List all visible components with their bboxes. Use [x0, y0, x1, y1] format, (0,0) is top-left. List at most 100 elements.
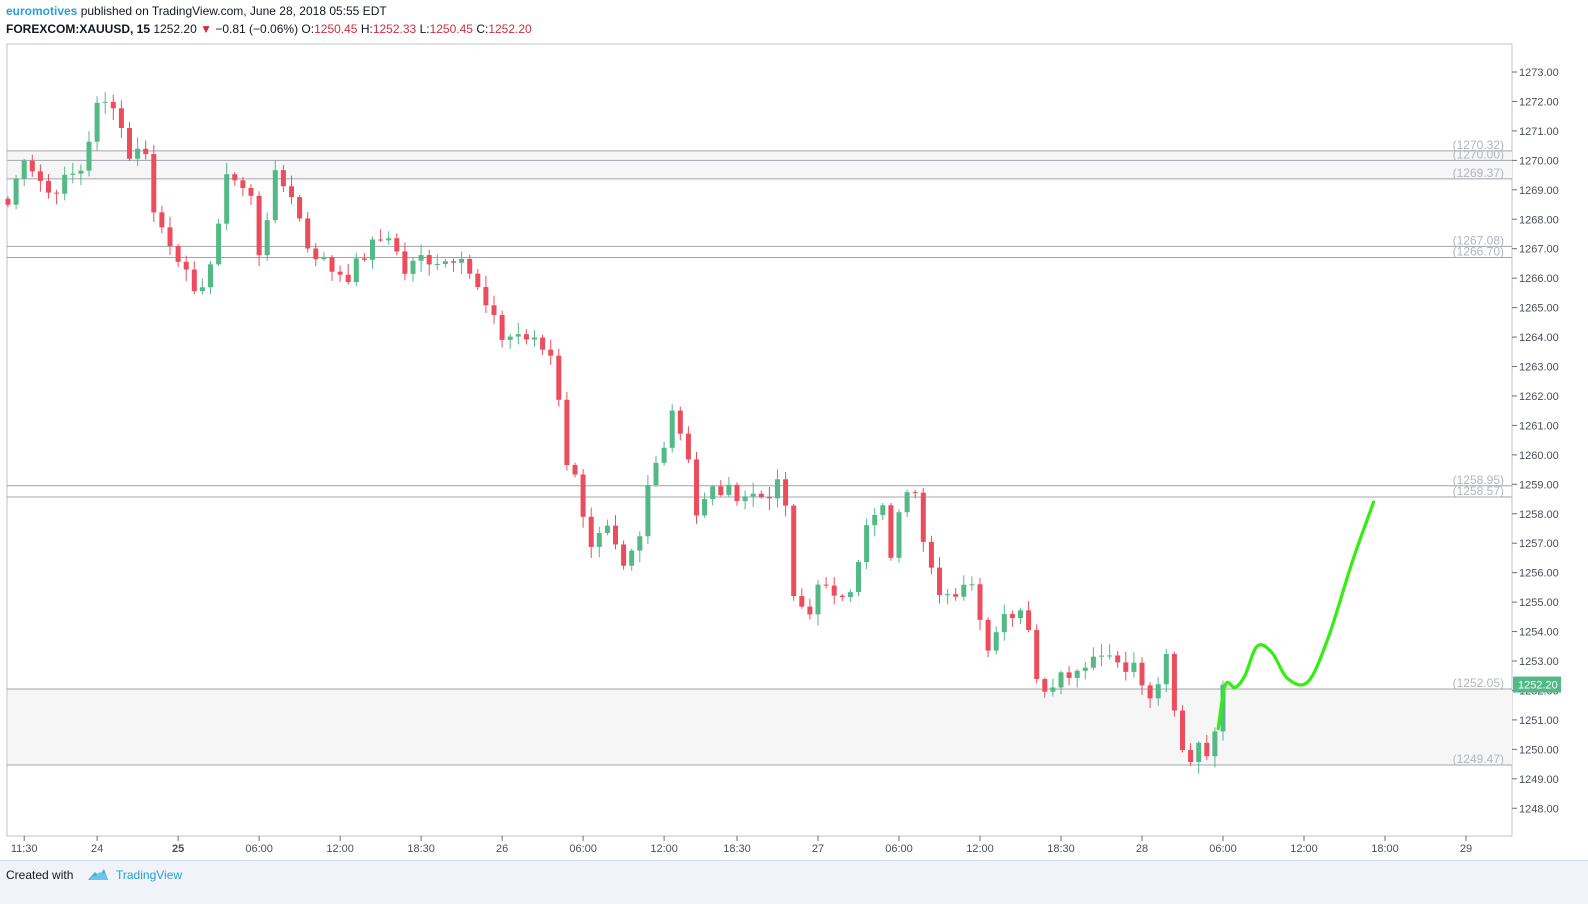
price-tick-label: 1250.00	[1519, 744, 1559, 756]
candle-body	[37, 171, 43, 181]
time-tick-label: 18:30	[407, 843, 435, 855]
price-tick-label: 1272.00	[1519, 96, 1559, 108]
candle-body	[847, 592, 853, 598]
candle-body	[1074, 670, 1080, 678]
level-label: (1266.70)	[1453, 245, 1504, 259]
candle-body	[118, 108, 124, 128]
candle-body	[548, 349, 554, 356]
candle-body	[653, 462, 659, 485]
symbol-label[interactable]: FOREXCOM:XAUUSD, 15	[6, 22, 151, 36]
candle-body	[248, 188, 254, 196]
chart-area[interactable]: (1270.32) (1270.00) (1269.37) (1267.08) (126…	[0, 42, 1588, 860]
candle-body	[1058, 672, 1064, 688]
candle-body	[928, 541, 934, 568]
candle-body	[459, 258, 465, 263]
candle-body	[94, 102, 100, 142]
time-tick-label: 06:00	[245, 843, 273, 855]
time-tick-label: 18:00	[1371, 843, 1399, 855]
time-tick-label: 25	[172, 843, 184, 855]
candle-body	[1050, 687, 1056, 692]
candle-body	[167, 227, 173, 247]
time-tick-label: 24	[91, 843, 103, 855]
candle-body	[831, 585, 837, 596]
level-label: (1249.47)	[1453, 752, 1504, 766]
candle-body	[564, 399, 570, 466]
candle-body	[151, 154, 157, 213]
candle-body	[839, 595, 845, 598]
time-tick-label: 06:00	[569, 843, 597, 855]
price-tick-label: 1256.00	[1519, 568, 1559, 580]
candle-body	[199, 287, 205, 292]
price-tick-label: 1266.00	[1519, 273, 1559, 285]
candle-body	[29, 160, 35, 172]
candle-body	[783, 479, 789, 506]
zones-layer	[8, 150, 1512, 765]
low-label: L:	[419, 22, 430, 36]
candle-body	[710, 486, 716, 499]
level-label: (1269.37)	[1453, 166, 1504, 180]
candle-body	[1155, 684, 1161, 699]
price-axis[interactable]: 1248.001249.001250.001251.001252.001253.…	[1512, 67, 1559, 815]
candle-body	[54, 192, 60, 194]
candle-body	[775, 479, 780, 499]
tradingview-brand-link[interactable]: TradingView	[116, 868, 183, 882]
published-text: published on TradingView.com, June 28, 2…	[80, 4, 387, 18]
candle-body	[1220, 684, 1226, 732]
candle-body	[718, 486, 724, 495]
candle-body	[726, 484, 732, 495]
candle-body	[669, 410, 675, 448]
time-tick-label: 26	[496, 843, 508, 855]
candle-body	[110, 101, 116, 109]
footer-bar: Created with TradingView	[0, 860, 1588, 904]
candle-body	[864, 525, 870, 563]
price-tick-label: 1248.00	[1519, 803, 1559, 815]
candle-body	[426, 255, 432, 265]
candle-body	[807, 606, 813, 615]
candle-body	[734, 484, 740, 502]
candle-body	[685, 433, 691, 460]
candle-body	[1147, 685, 1153, 699]
candle-body	[1042, 679, 1048, 692]
candle-body	[386, 238, 392, 241]
candle-body	[645, 484, 651, 537]
candles-layer	[5, 92, 1226, 774]
price-tick-label: 1269.00	[1519, 185, 1559, 197]
candle-body	[920, 492, 926, 542]
time-axis[interactable]: 11:30 24 25 06:00 12:00 18:30 26 06:00 12:00 18:3…	[11, 836, 1472, 855]
high-label: H:	[360, 22, 373, 36]
candle-body	[127, 127, 132, 159]
time-tick-label: 12:00	[966, 843, 994, 855]
candle-body	[637, 536, 643, 551]
time-tick-label: 06:00	[885, 843, 913, 855]
price-tick-label: 1253.00	[1519, 656, 1559, 668]
time-tick-label: 12:00	[650, 843, 678, 855]
candle-body	[434, 263, 440, 265]
candlestick-chart[interactable]: (1270.32)(1270.00) (1269.37) (1267.08)(126…	[0, 42, 1588, 860]
candle-body	[1001, 614, 1007, 633]
candle-body	[815, 584, 821, 615]
candle-body	[78, 170, 84, 174]
symbol-line: FOREXCOM:XAUUSD, 15 1252.20 ▼ −0.81 (−0.…	[6, 22, 532, 36]
candle-body	[532, 337, 537, 340]
candle-body	[272, 170, 278, 221]
candle-body	[629, 550, 635, 566]
candle-body	[937, 567, 942, 596]
author-link[interactable]: euromotives	[6, 4, 78, 18]
price-change: −0.81 (−0.06%)	[215, 22, 299, 36]
candle-body	[1115, 655, 1121, 663]
projection-curve[interactable]	[1216, 500, 1376, 731]
candle-body	[888, 505, 894, 558]
candle-body	[1090, 656, 1096, 668]
candle-body	[515, 334, 521, 337]
candle-body	[410, 260, 416, 274]
candle-body	[945, 594, 951, 596]
candle-body	[467, 258, 473, 274]
chart-header: euromotives published on TradingView.com…	[0, 0, 1588, 42]
candle-body	[1180, 710, 1185, 751]
zone-band	[8, 688, 1512, 765]
price-tick-label: 1270.00	[1519, 155, 1559, 167]
created-with-label: Created with	[6, 868, 74, 882]
candle-body	[208, 264, 213, 288]
candle-body	[475, 273, 481, 287]
candle-body	[175, 246, 181, 262]
